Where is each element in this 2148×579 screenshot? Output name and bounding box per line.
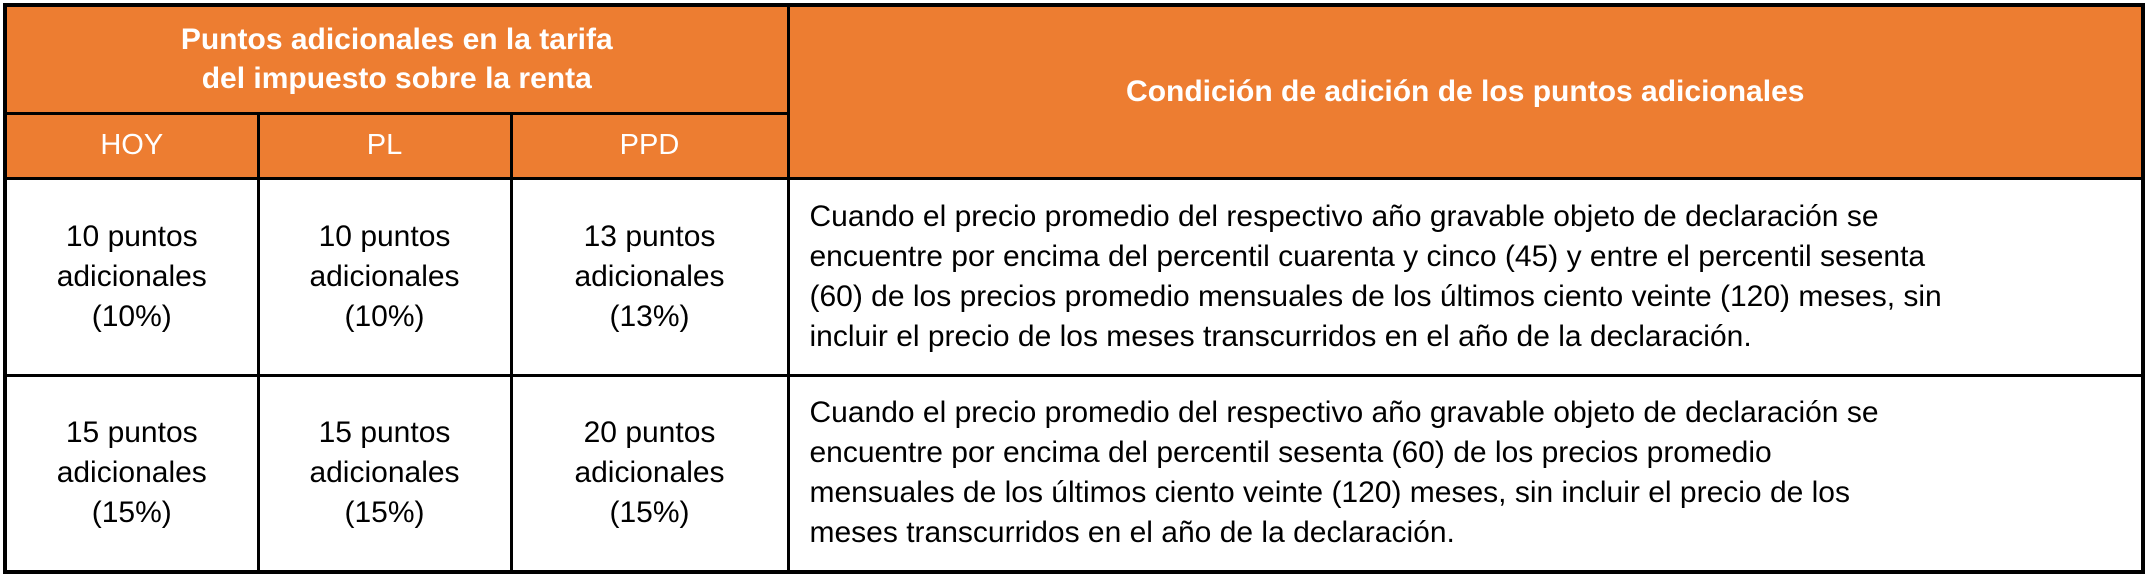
column-header-ppd: PPD [509,111,790,181]
table-subheader-row: HOY PL PPD [3,111,2143,181]
column-header-hoy: HOY [3,111,260,181]
cell-row2-condition: Cuando el precio promedio del respectivo… [786,373,2145,574]
table-row: 10 puntos adicionales (10%) 10 puntos ad… [3,177,2145,377]
cell-row2-ppd: 20 puntos adicionales (15%) [509,373,790,574]
table-row: 15 puntos adicionales (15%) 15 puntos ad… [3,373,2145,574]
cell-row2-hoy: 15 puntos adicionales (15%) [3,373,260,574]
cell-row2-pl: 15 puntos adicionales (15%) [256,373,513,574]
cell-row1-pl: 10 puntos adicionales (10%) [256,177,513,377]
cell-row1-condition: Cuando el precio promedio del respectivo… [786,177,2145,377]
cell-row1-hoy: 10 puntos adicionales (10%) [3,177,260,377]
condition-column-header: Condición de adición de los puntos adici… [786,3,2145,181]
group-header-left: Puntos adicionales en la tarifa del impu… [3,3,790,115]
table-header-row: Puntos adicionales en la tarifa del impu… [3,3,2145,181]
column-header-pl: PL [256,111,513,181]
cell-row1-ppd: 13 puntos adicionales (13%) [509,177,790,377]
tax-additional-points-table: Puntos adicionales en la tarifa del impu… [3,3,2145,574]
